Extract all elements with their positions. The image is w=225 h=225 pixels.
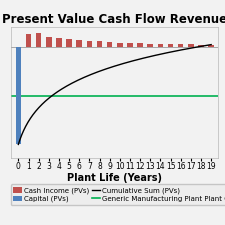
Bar: [56, 38, 62, 47]
Bar: [168, 44, 173, 47]
X-axis label: Plant Life (Years): Plant Life (Years): [67, 173, 162, 183]
Bar: [158, 44, 163, 47]
Bar: [87, 41, 92, 47]
Bar: [36, 33, 41, 47]
Bar: [127, 43, 133, 47]
Bar: [117, 43, 123, 47]
Bar: [198, 45, 204, 47]
Bar: [208, 45, 214, 47]
Bar: [16, 47, 21, 144]
Bar: [97, 41, 102, 47]
Bar: [76, 40, 82, 47]
Bar: [46, 37, 52, 47]
Title: Present Value Cash Flow Revenue: Present Value Cash Flow Revenue: [2, 13, 225, 26]
Bar: [107, 42, 112, 47]
Bar: [188, 45, 194, 47]
Bar: [66, 39, 72, 47]
Bar: [26, 34, 31, 47]
Legend: Cash Income (PVs), Capital (PVs), Cumulative Sum (PVs), Generic Manufacturing Pl: Cash Income (PVs), Capital (PVs), Cumula…: [11, 184, 225, 205]
Bar: [137, 43, 143, 47]
Bar: [147, 44, 153, 47]
Bar: [178, 44, 184, 47]
